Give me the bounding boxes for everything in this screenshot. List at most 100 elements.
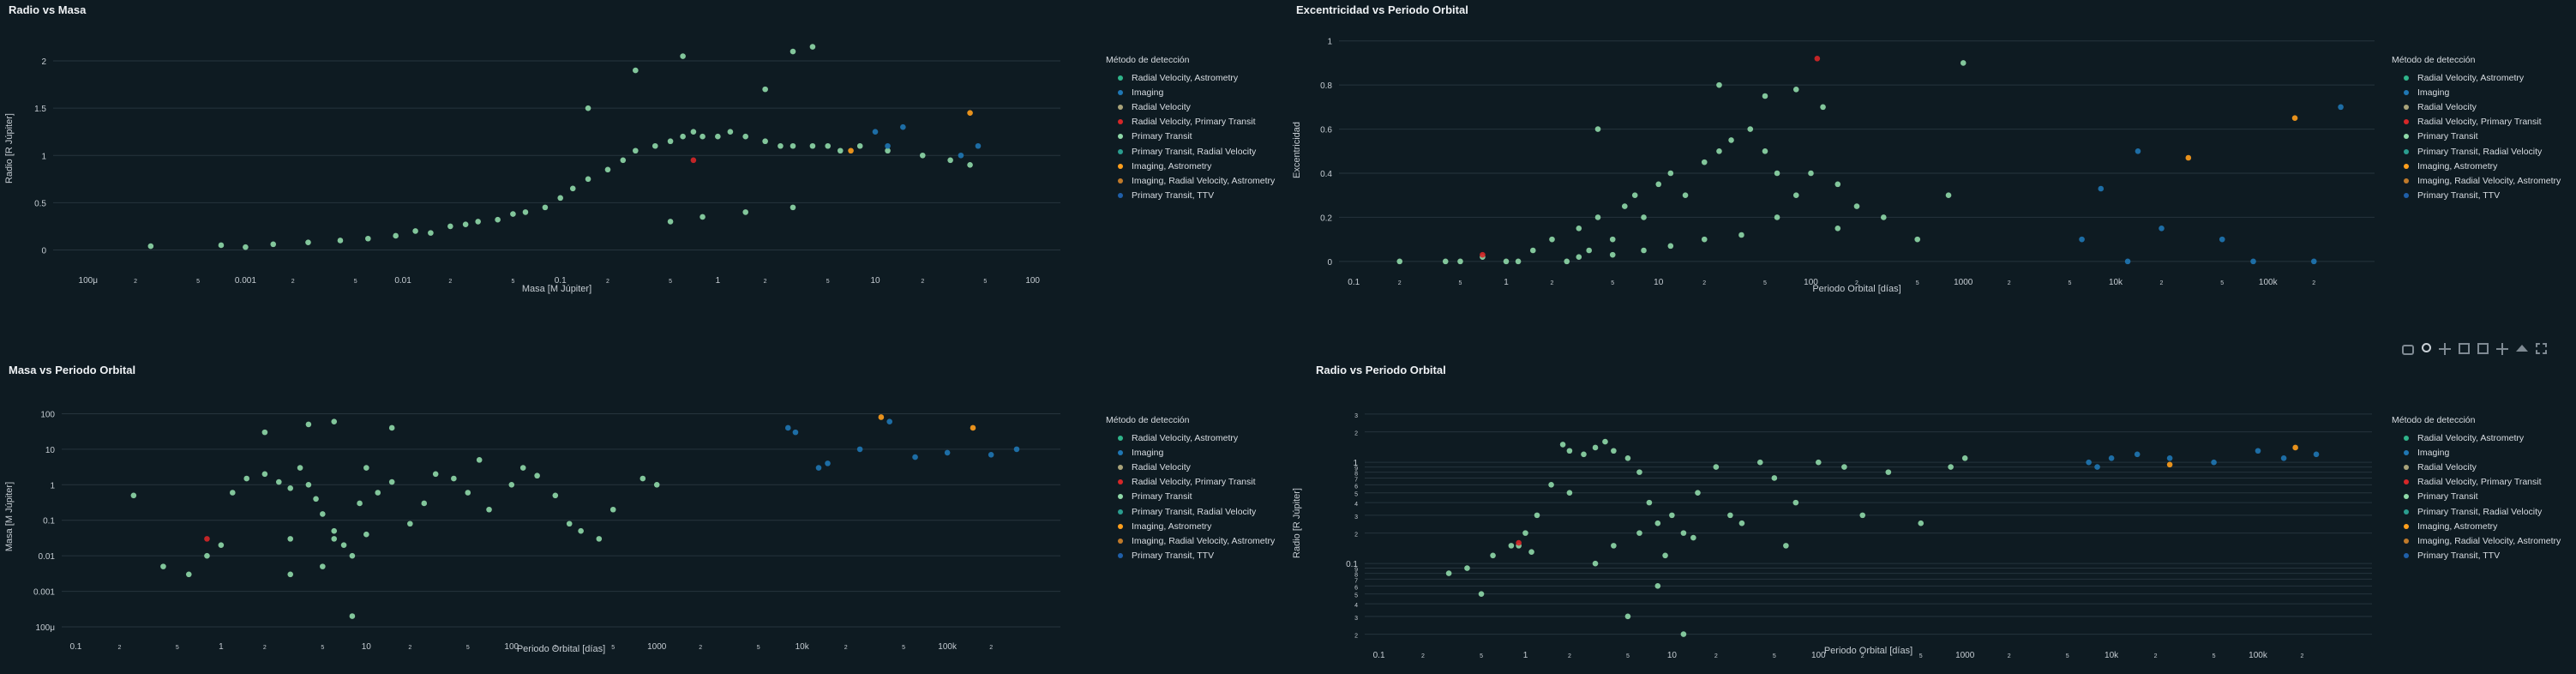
data-point (320, 511, 326, 517)
legend-item[interactable]: Primary Transit, Radial Velocity (2392, 504, 2561, 519)
legend-item[interactable]: Primary Transit (2392, 129, 2561, 144)
legend-items: Radial Velocity, Astrometry Imaging Radial… (2392, 430, 2561, 563)
data-point (604, 166, 611, 173)
legend-item[interactable]: Radial Velocity, Primary Transit (2392, 475, 2561, 490)
y-tick-label: 7 (1354, 477, 1358, 483)
y-tick-label: 8 (1354, 573, 1358, 579)
x-tick-label: 0.1 (1348, 278, 1360, 287)
x-tick-label: 5 (321, 645, 324, 651)
legend-item[interactable]: Primary Transit (1106, 129, 1275, 144)
legend-item[interactable]: Imaging, Astrometry (2392, 159, 2561, 173)
legend-item[interactable]: Imaging, Radial Velocity, Astrometry (1106, 173, 1275, 188)
legend-item[interactable]: Imaging, Radial Velocity, Astrometry (2392, 173, 2561, 188)
legend-items: Radial Velocity, Astrometry Imaging Radial… (1106, 70, 1275, 203)
data-point (680, 53, 686, 59)
legend-item[interactable]: Primary Transit, Radial Velocity (1106, 144, 1275, 159)
data-point (809, 44, 816, 50)
legend-item[interactable]: Imaging (2392, 85, 2561, 99)
legend-marker (1118, 479, 1123, 485)
legend-item[interactable]: Imaging, Astrometry (1106, 519, 1275, 533)
legend-item[interactable]: Radial Velocity, Astrometry (2392, 70, 2561, 85)
legend-item[interactable]: Primary Transit, TTV (1106, 189, 1275, 203)
x-tick-label: 10k (2109, 278, 2123, 287)
legend-item[interactable]: Primary Transit, Radial Velocity (2392, 144, 2561, 159)
x-tick-label: 5 (1773, 653, 1776, 659)
legend-item[interactable]: Imaging (2392, 445, 2561, 460)
legend-item[interactable]: Imaging, Radial Velocity, Astrometry (2392, 533, 2561, 548)
data-point (1559, 442, 1566, 448)
data-point (1480, 251, 1486, 258)
data-point (1960, 60, 1967, 66)
y-tick-label: 0.6 (1320, 126, 1332, 135)
scatter-plot-radius-vs-mass[interactable]: 0 0.5 1 1.5 2 100μ 2 5 0.001 2 5 0.01 2 5 0.1 2 5 1 2 5 10 2 5… (0, 0, 1106, 334)
x-tick-label: 5 (2066, 653, 2069, 659)
legend-item[interactable]: Primary Transit, Radial Velocity (1106, 504, 1275, 519)
legend-item[interactable]: Radial Velocity (1106, 99, 1275, 114)
data-point (534, 472, 540, 479)
legend-title: Método de detección (1106, 55, 1190, 65)
data-point (1636, 469, 1642, 475)
zoom-icon[interactable] (2422, 343, 2431, 352)
x-tick-label: 5 (1480, 653, 1483, 659)
camera-icon[interactable] (2402, 345, 2414, 355)
legend-item[interactable]: Primary Transit, TTV (2392, 549, 2561, 563)
legend-marker (1118, 193, 1123, 199)
data-point (1611, 543, 1617, 549)
y-axis-title: Masa [M Júpiter] (4, 482, 15, 551)
legend-item[interactable]: Radial Velocity, Astrometry (2392, 430, 2561, 445)
scatter-plot-eccentricity-vs-period[interactable]: 0 0.2 0.4 0.6 0.8 1 0.1 2 5 1 2 5 10 2 5 100 2 5 1000 2 5 10k… (1288, 0, 2393, 334)
data-point (2255, 448, 2261, 454)
x-tick-label: 2 (2160, 280, 2164, 286)
zoom-out-icon[interactable] (2477, 343, 2489, 354)
legend-marker (2404, 553, 2409, 559)
legend-item[interactable]: Radial Velocity, Primary Transit (2392, 115, 2561, 129)
legend-item[interactable]: Imaging (1106, 85, 1275, 99)
legend-item[interactable]: Primary Transit (2392, 490, 2561, 504)
home-icon[interactable] (2516, 345, 2528, 352)
legend-item[interactable]: Radial Velocity, Primary Transit (1106, 475, 1275, 490)
autoscale-icon[interactable] (2496, 343, 2508, 355)
legend-item[interactable]: Radial Velocity (2392, 99, 2561, 114)
data-point (1611, 448, 1617, 454)
legend-marker (1118, 449, 1123, 455)
legend-item[interactable]: Imaging, Radial Velocity, Astrometry (1106, 533, 1275, 548)
legend: Método de detección Radial Velocity, Ast… (2392, 55, 2561, 203)
data-point (885, 147, 891, 154)
legend-item[interactable]: Primary Transit (1106, 490, 1275, 504)
legend-item[interactable]: Radial Velocity (2392, 460, 2561, 474)
legend-item[interactable]: Radial Velocity (1106, 460, 1275, 474)
scatter-plot-mass-vs-period[interactable]: 100μ 0.001 0.01 0.1 1 10 100 0.1 2 5 1 2 5 10 2 5 100 2 5 1… (0, 360, 1106, 674)
chart-title: Masa vs Periodo Orbital (9, 364, 136, 376)
data-point (218, 242, 225, 249)
legend-item[interactable]: Primary Transit, TTV (2392, 189, 2561, 203)
fullscreen-icon[interactable] (2536, 343, 2547, 354)
data-point (690, 157, 697, 164)
legend-marker (2404, 523, 2409, 529)
data-point (569, 185, 576, 192)
legend-item[interactable]: Primary Transit, TTV (1106, 549, 1275, 563)
data-point (878, 414, 885, 420)
pan-icon[interactable] (2439, 343, 2451, 355)
legend-item[interactable]: Imaging (1106, 445, 1275, 460)
data-point (1566, 490, 1573, 496)
data-point (1624, 613, 1631, 620)
legend-item[interactable]: Imaging, Astrometry (2392, 519, 2561, 533)
x-tick-label: 2 (1398, 280, 1402, 286)
data-point (229, 490, 236, 496)
data-point (451, 475, 457, 482)
x-tick-label: 5 (2213, 653, 2216, 659)
data-point (566, 521, 573, 527)
x-tick-label: 5 (511, 279, 514, 285)
x-axis-title: Periodo Orbital [días] (1812, 284, 1900, 294)
y-tick-label: 2 (1354, 533, 1358, 539)
zoom-in-icon[interactable] (2459, 343, 2470, 354)
legend-item[interactable]: Radial Velocity, Primary Transit (1106, 115, 1275, 129)
legend-item[interactable]: Radial Velocity, Astrometry (1106, 430, 1275, 445)
legend-item[interactable]: Radial Velocity, Astrometry (1106, 70, 1275, 85)
legend-label: Imaging (1132, 447, 1164, 458)
x-tick-label: 2 (2154, 653, 2158, 659)
legend-item[interactable]: Imaging, Astrometry (1106, 159, 1275, 173)
data-point (1680, 631, 1687, 637)
data-point (667, 219, 674, 225)
